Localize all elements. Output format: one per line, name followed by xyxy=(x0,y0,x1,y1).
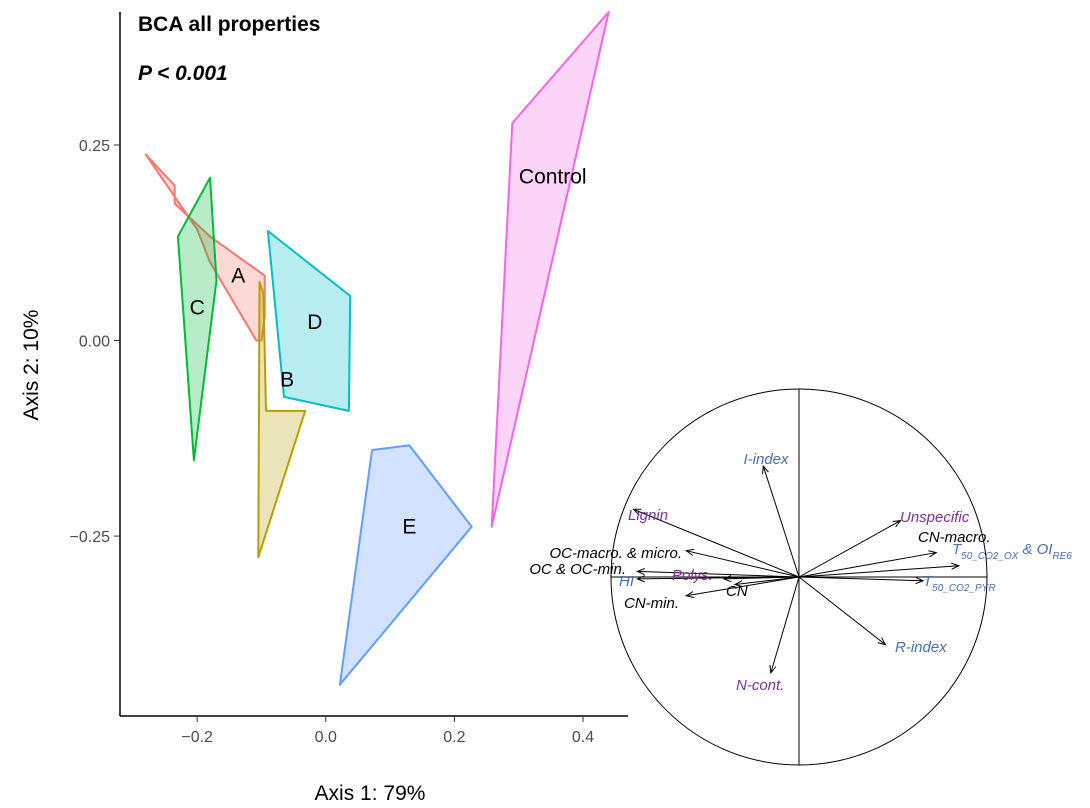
arrow-t50-co2-pyr xyxy=(798,576,924,582)
x-ticks: −0.2 0.0 0.2 0.4 xyxy=(181,716,594,746)
arrowhead-oc-macro-micro xyxy=(684,548,695,556)
group-hulls xyxy=(144,11,610,686)
hull-control xyxy=(490,11,610,528)
group-labels: A B C D E Control xyxy=(190,165,587,538)
var-label-unspecific: Unspecific xyxy=(900,509,970,526)
chart-title: BCA all properties xyxy=(138,13,320,36)
y-tick-label: 0.00 xyxy=(79,334,110,351)
var-label-i-index: I-index xyxy=(743,451,789,468)
arrow-n-cont xyxy=(770,576,800,674)
var-label-hi: HI xyxy=(619,573,634,590)
y-ticks: −0.25 0.00 0.25 xyxy=(70,138,120,546)
hull-d xyxy=(266,230,352,412)
var-label-cn: CN xyxy=(726,583,748,600)
x-tick-label: 0.2 xyxy=(443,729,465,746)
arrowhead-cn-min xyxy=(684,591,695,599)
arrow-lignin xyxy=(633,508,800,578)
y-axis-title: Axis 2: 10% xyxy=(20,310,43,421)
var-label-n-cont: N-cont. xyxy=(736,677,784,694)
group-label-a: A xyxy=(231,265,245,288)
group-label-d: D xyxy=(307,311,322,334)
y-tick-label: 0.25 xyxy=(79,138,110,155)
x-tick-label: −0.2 xyxy=(181,729,213,746)
group-label-control: Control xyxy=(519,165,587,188)
y-tick-label: −0.25 xyxy=(70,529,111,546)
arrowhead-lignin xyxy=(632,508,642,516)
arrowhead-i-index xyxy=(762,464,769,475)
arrowhead-hi xyxy=(636,575,645,583)
arrowhead-polys xyxy=(722,575,732,583)
group-label-c: C xyxy=(190,297,205,320)
hull-c xyxy=(176,176,218,462)
arrowhead-t50-co2-ox xyxy=(951,562,961,570)
x-tick-label: 0.4 xyxy=(572,729,594,746)
arrow-t50-co2-ox xyxy=(798,565,959,578)
arrowhead-unspecific xyxy=(892,519,902,528)
x-tick-label: 0.0 xyxy=(315,729,337,746)
variable-arrows xyxy=(632,464,961,675)
var-label-polys: Polys. xyxy=(672,567,713,584)
var-label-oc-oc-min: OC & OC-min. xyxy=(529,561,626,578)
arrow-oc-macro-micro xyxy=(686,550,800,578)
arrow-cn-macro xyxy=(798,552,937,578)
var-label-r-index: R-index xyxy=(895,639,947,656)
arrowhead-t50-co2-pyr xyxy=(915,576,925,585)
var-label-t50-co2-pyr: T50_CO2_PYR xyxy=(923,573,996,594)
arrow-cn xyxy=(735,576,800,586)
var-label-oc-macro-micro: OC-macro. & micro. xyxy=(549,545,682,562)
group-label-e: E xyxy=(402,516,416,539)
group-label-b: B xyxy=(280,369,294,392)
var-label-cn-min: CN-min. xyxy=(624,595,679,612)
arrow-i-index xyxy=(762,465,800,578)
hull-e xyxy=(338,444,473,686)
arrowhead-n-cont xyxy=(769,664,777,675)
arrow-unspecific xyxy=(798,520,901,578)
arrowhead-r-index xyxy=(877,637,887,646)
hull-b xyxy=(257,280,307,559)
x-axis-title: Axis 1: 79% xyxy=(315,782,426,805)
arrowhead-cn xyxy=(733,580,743,588)
arrowhead-cn-macro xyxy=(928,550,938,558)
arrow-r-index xyxy=(798,576,886,646)
var-label-t50-co2-ox: T50_CO2_OX & OIRE6 xyxy=(952,541,1072,562)
var-label-lignin: Lignin xyxy=(628,507,668,524)
arrow-cn-min xyxy=(686,576,800,597)
arrow-oc-oc-min xyxy=(637,570,800,578)
var-label-cn-macro: CN-macro. xyxy=(918,529,991,546)
arrowhead-oc-oc-min xyxy=(636,568,645,576)
chart-subtitle: P < 0.001 xyxy=(138,62,228,85)
arrow-polys xyxy=(723,576,800,580)
